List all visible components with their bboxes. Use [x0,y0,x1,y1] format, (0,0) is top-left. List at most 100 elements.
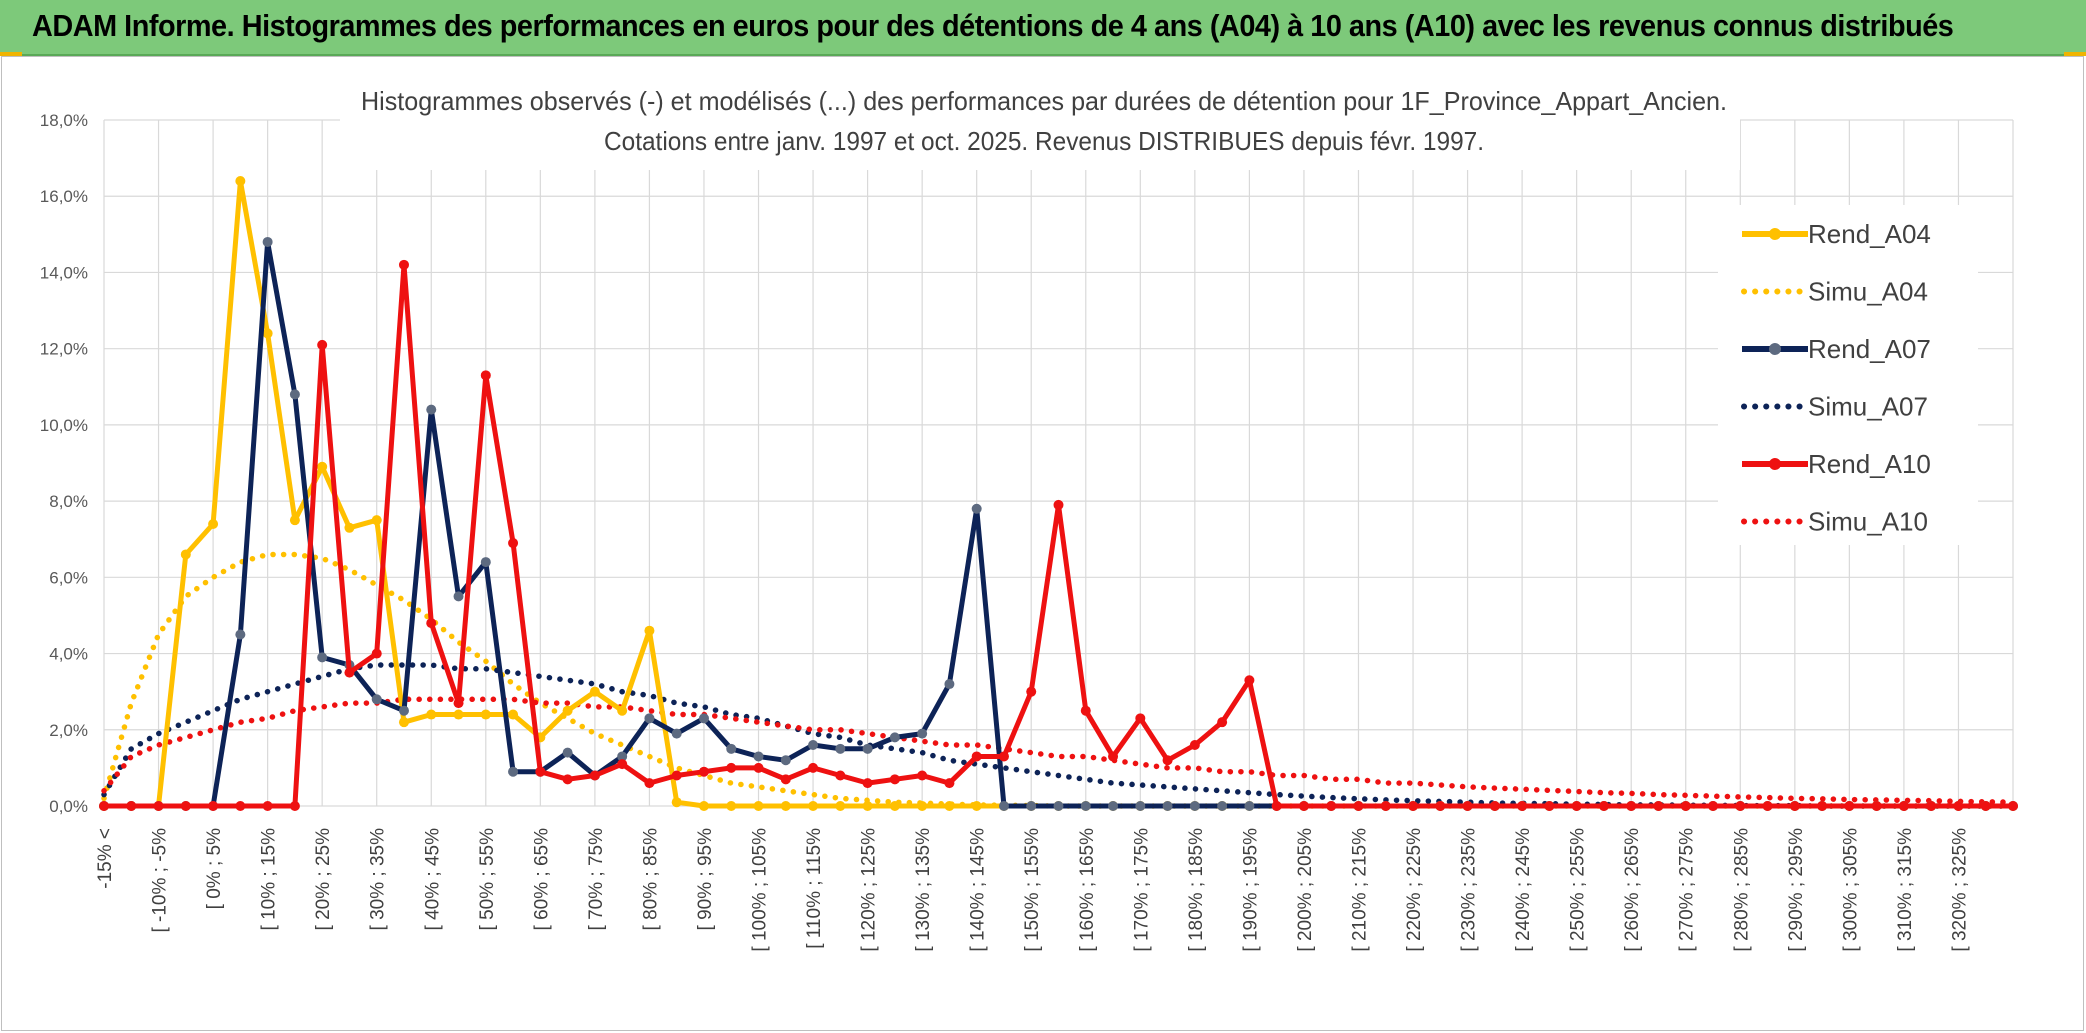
data-point-Rend_A10 [1108,751,1119,762]
x-tick-label: [ 270% ; 275% [1677,828,1698,952]
data-point-Rend_A10 [1380,801,1391,811]
data-point-Rend_A10 [1435,801,1446,811]
data-point-Rend_A07 [1080,801,1091,811]
y-tick-label: 0,0% [49,797,88,816]
data-point-Rend_A10 [698,766,709,777]
x-tick-label: [ 60% ; 65% [531,828,552,931]
series-Rend_A10 [99,259,2018,811]
data-point-Rend_A10 [1871,801,1882,811]
data-point-Rend_A10 [508,538,519,549]
data-point-Rend_A04 [917,801,928,811]
data-point-Rend_A10 [1735,801,1746,811]
data-point-Rend_A10 [889,774,900,785]
data-point-Rend_A04 [398,717,409,728]
data-point-Rend_A10 [1353,801,1364,811]
data-point-Rend_A07 [671,728,682,739]
x-tick-label: [ 250% ; 255% [1568,828,1589,952]
x-tick-label: [ 290% ; 295% [1786,828,1807,952]
legend: Rend_A04 Simu_A04 Rend_A07 Simu_A07 Rend_A10… [1718,205,1978,545]
data-point-Rend_A04 [208,518,219,529]
data-point-Rend_A04 [889,801,900,811]
data-point-Rend_A10 [1708,801,1719,811]
x-tick-label: [ 90% ; 95% [695,828,716,931]
data-point-Rend_A10 [1298,801,1309,811]
data-point-Rend_A10 [1926,801,1937,811]
y-tick-label: 12,0% [40,340,88,359]
data-point-Rend_A04 [808,801,819,811]
data-point-Rend_A04 [862,801,873,811]
chart-frame [1,56,2084,1031]
data-point-Rend_A07 [808,740,819,751]
legend-label: Rend_A04 [1808,219,1931,249]
legend-label: Simu_A04 [1808,277,1928,307]
data-point-Rend_A10 [1817,801,1828,811]
data-point-Rend_A04 [780,801,791,811]
data-point-Rend_A07 [726,743,737,754]
data-point-Rend_A07 [862,743,873,754]
data-point-Rend_A10 [1844,801,1855,811]
x-tick-label: [ 210% ; 215% [1349,828,1370,952]
data-point-Rend_A10 [1080,705,1091,716]
data-point-Rend_A04 [698,801,709,811]
series-line-Simu_A07 [101,662,2016,809]
x-tick-label: [ 170% ; 175% [1131,828,1152,952]
data-point-Rend_A10 [589,770,600,781]
data-point-Rend_A10 [1517,801,1528,811]
data-point-Rend_A04 [344,522,355,533]
data-point-Rend_A04 [453,709,464,720]
data-point-Rend_A07 [508,766,519,777]
data-point-Rend_A07 [780,755,791,766]
x-tick-label: [ 10% ; 15% [259,828,280,931]
data-point-Rend_A07 [835,743,846,754]
data-point-Rend_A10 [1898,801,1909,811]
data-point-Rend_A10 [344,667,355,678]
x-tick-label: [ 30% ; 35% [368,828,389,931]
data-point-Rend_A04 [289,515,300,526]
data-point-Rend_A07 [698,713,709,724]
data-point-Rend_A07 [617,751,628,762]
header-bar: ADAM Informe. Histogrammes des performan… [0,0,2086,56]
data-point-Rend_A07 [562,747,573,758]
x-tick-label: [ 130% ; 135% [913,828,934,952]
data-point-Rend_A10 [289,801,300,811]
data-point-Rend_A10 [317,339,328,350]
x-tick-label: [ 300% ; 305% [1840,828,1861,952]
x-tick-label: [ 140% ; 145% [968,828,989,952]
chart-subtitle: Cotations entre janv. 1997 et oct. 2025.… [604,126,1484,156]
legend-label: Simu_A10 [1808,507,1928,537]
x-axis: -15% < [ -10% ; -5% [ 0% ; 5% [ 10% ; 15% [ … [95,828,1970,952]
corner-accent-right [2064,52,2086,56]
data-point-Rend_A10 [1162,755,1173,766]
y-tick-label: 6,0% [49,568,88,587]
legend-label: Simu_A07 [1808,392,1928,422]
data-point-Rend_A07 [1108,801,1119,811]
data-point-Rend_A10 [944,778,955,789]
data-point-Rend_A04 [617,705,628,716]
data-point-Rend_A10 [562,774,573,785]
data-point-Rend_A04 [671,797,682,808]
x-tick-label: [ 230% ; 235% [1459,828,1480,952]
data-point-Rend_A10 [480,370,491,381]
data-point-Rend_A10 [1571,801,1582,811]
data-point-Rend_A07 [1026,801,1037,811]
x-tick-label: [ 40% ; 45% [422,828,443,931]
data-point-Rend_A10 [1980,801,1991,811]
data-point-Rend_A10 [262,801,273,811]
data-point-Rend_A10 [726,762,737,773]
legend-label: Rend_A10 [1808,449,1931,479]
x-tick-label: [ 190% ; 195% [1240,828,1261,952]
y-tick-label: 4,0% [49,645,88,664]
data-point-Rend_A07 [480,557,491,568]
data-point-Rend_A10 [671,770,682,781]
data-point-Rend_A07 [371,694,382,705]
data-point-Rend_A07 [235,629,246,640]
data-point-Rend_A07 [398,705,409,716]
series-Simu_A10 [101,696,2016,805]
data-point-Rend_A07 [289,389,300,400]
data-point-Rend_A04 [508,709,519,720]
data-point-Rend_A04 [644,625,655,636]
data-point-Rend_A10 [1135,713,1146,724]
legend-label: Rend_A07 [1808,334,1931,364]
x-tick-label: [ 20% ; 25% [313,828,334,931]
